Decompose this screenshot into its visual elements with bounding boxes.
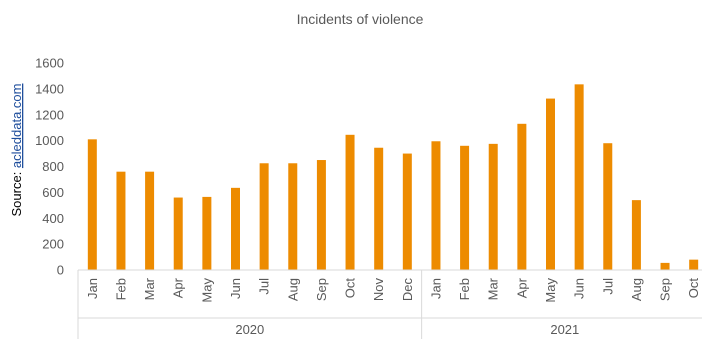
x-tick-label: Feb xyxy=(457,278,472,300)
bars xyxy=(87,84,699,271)
x-tick-label: Oct xyxy=(686,278,701,299)
bar xyxy=(460,145,470,270)
bar xyxy=(231,187,240,270)
x-tick-label: Oct xyxy=(343,278,358,299)
bar xyxy=(517,123,527,271)
y-tick-label: 1200 xyxy=(35,107,64,122)
y-tick-label: 600 xyxy=(42,185,64,200)
bar xyxy=(374,147,384,270)
bar xyxy=(402,153,412,270)
source-prefix: Source: xyxy=(9,168,24,216)
bar xyxy=(202,196,212,270)
x-tick-label: Aug xyxy=(629,278,644,301)
source-note: Source: acleddata.com xyxy=(9,84,24,217)
x-tick-label: Aug xyxy=(285,278,300,301)
bar xyxy=(546,98,555,270)
x-tick-label: Jan xyxy=(428,278,443,299)
x-tick-label: Feb xyxy=(113,278,128,300)
bar xyxy=(631,200,641,270)
x-tick-label: Mar xyxy=(486,277,501,300)
y-tick-label: 800 xyxy=(42,159,64,174)
y-axis: 0 200 400 600 800 1000 1200 1400 1600 xyxy=(35,56,64,278)
bar xyxy=(603,143,613,270)
x-tick-label: Jul xyxy=(257,278,272,295)
y-tick-label: 1000 xyxy=(35,133,64,148)
bar xyxy=(488,143,498,270)
x-tick-label: May xyxy=(199,278,214,303)
x-tick-label: Mar xyxy=(142,277,157,300)
bar xyxy=(288,163,298,270)
x-tick-label: Dec xyxy=(400,278,415,302)
x-tick-label: May xyxy=(543,278,558,303)
bar xyxy=(689,259,699,270)
x-group-label: 2020 xyxy=(235,322,264,337)
chart-title: Incidents of violence xyxy=(297,11,424,27)
bar xyxy=(660,262,670,270)
x-tick-label: Nov xyxy=(371,278,386,302)
x-tick-label: Jun xyxy=(228,278,243,299)
y-tick-label: 0 xyxy=(57,263,64,278)
x-tick-label: Sep xyxy=(658,278,673,301)
source-link[interactable]: acleddata.com xyxy=(9,84,24,169)
bar xyxy=(87,139,97,270)
y-tick-label: 1400 xyxy=(35,81,64,96)
y-tick-label: 200 xyxy=(42,237,64,252)
x-axis: Jan Feb Mar Apr May Jun Jul Aug Sep Oct Nov Dec Jan F… xyxy=(77,269,702,339)
x-tick-label: Sep xyxy=(314,278,329,301)
bar xyxy=(145,171,155,270)
y-tick-label: 400 xyxy=(42,211,64,226)
x-tick-label: Jun xyxy=(572,278,587,299)
bar xyxy=(574,84,584,270)
x-tick-label: Apr xyxy=(171,277,186,298)
bar xyxy=(259,163,269,270)
y-tick-label: 1600 xyxy=(35,56,64,71)
x-tick-label: Jul xyxy=(600,278,615,295)
bar xyxy=(173,197,183,270)
x-tick-label: Jan xyxy=(85,278,100,299)
bar xyxy=(345,134,355,270)
bar xyxy=(316,160,326,270)
x-tick-label: Apr xyxy=(514,277,529,298)
bar xyxy=(431,141,441,270)
x-group-label: 2021 xyxy=(550,322,579,337)
bar xyxy=(116,171,126,270)
